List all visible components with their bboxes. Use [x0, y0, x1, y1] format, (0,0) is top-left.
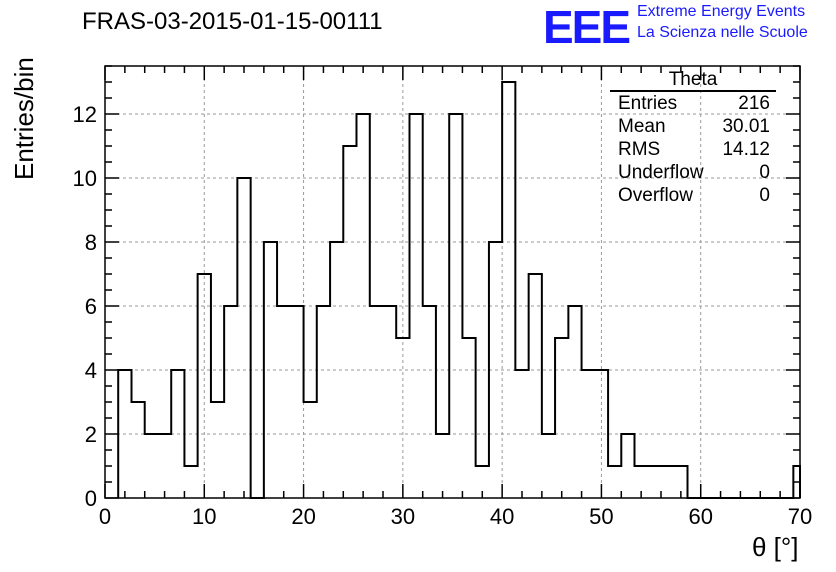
stats-label: Underflow [618, 162, 704, 183]
histogram-bin [118, 370, 131, 498]
histogram-bin [621, 434, 634, 498]
logo-caption-line1: Extreme Energy Events [637, 3, 806, 20]
eee-logo: EEE [543, 1, 631, 53]
histogram-bin [343, 146, 356, 498]
y-tick-label: 8 [85, 230, 97, 255]
histogram-bin [171, 370, 184, 498]
stats-label: Overflow [618, 185, 693, 206]
x-tick-label: 0 [99, 504, 111, 529]
y-tick-label: 12 [73, 102, 97, 127]
y-tick-label: 6 [85, 294, 97, 319]
histogram-bin [436, 434, 449, 498]
histogram-bin [608, 466, 621, 498]
histogram-bin [158, 434, 171, 498]
histogram-bin [145, 434, 158, 498]
histogram-bin [290, 306, 303, 498]
x-tick-label: 30 [391, 504, 415, 529]
stats-label: RMS [618, 139, 661, 160]
stats-label: Mean [618, 116, 666, 137]
grid-lines [105, 66, 800, 498]
histogram-bin [304, 402, 317, 498]
stats-value: 0 [759, 185, 770, 206]
x-tick-label: 40 [490, 504, 514, 529]
plot-frame [104, 65, 801, 499]
stats-box: Theta Entries 216 Mean 30.01 RMS 14.12 U… [610, 70, 776, 207]
x-axis-label: θ [°] [752, 532, 799, 562]
histogram-bin [224, 306, 237, 498]
histogram-bin [489, 242, 502, 498]
histogram-bin [396, 338, 409, 498]
tick-labels: 0 10 20 30 40 50 60 70 0 2 4 6 8 10 12 [73, 102, 813, 529]
histogram-bin [277, 306, 290, 498]
histogram-bin [582, 370, 595, 498]
histogram-bin [410, 114, 423, 498]
histogram-bin [568, 306, 581, 498]
histogram-bin [132, 402, 145, 498]
logo-caption-line2: La Scienza nelle Scuole [637, 24, 808, 41]
histogram-bin [264, 242, 277, 498]
histogram-bin [370, 306, 383, 498]
histogram-bin [502, 82, 515, 498]
histogram-bin [423, 306, 436, 498]
histogram-bin [198, 274, 211, 498]
x-tick-label: 70 [788, 504, 812, 529]
histogram-bin [648, 466, 661, 498]
x-tick-label: 60 [688, 504, 712, 529]
stats-row-rms: RMS 14.12 [610, 138, 776, 161]
histogram-bin [383, 306, 396, 498]
y-tick-label: 2 [85, 422, 97, 447]
stats-row-underflow: Underflow 0 [610, 161, 776, 184]
y-axis-label: Entries/bin [9, 57, 39, 180]
y-tick-label: 4 [85, 358, 97, 383]
stats-row-mean: Mean 30.01 [610, 115, 776, 138]
x-tick-label: 20 [291, 504, 315, 529]
histogram-bin [184, 466, 197, 498]
histogram-bin [330, 242, 343, 498]
histogram-bin [356, 114, 369, 498]
histogram-bin [595, 370, 608, 498]
stats-value: 30.01 [722, 116, 770, 137]
stats-title: Theta [610, 70, 776, 92]
run-title: FRAS-03-2015-01-15-00111 [82, 8, 383, 35]
histogram-bin [555, 338, 568, 498]
histogram-bin [237, 178, 250, 498]
histogram-outline [117, 81, 801, 499]
stats-row-overflow: Overflow 0 [610, 184, 776, 207]
histogram-bin [449, 114, 462, 498]
histogram-bin [515, 370, 528, 498]
x-tick-label: 50 [589, 504, 613, 529]
stats-value: 14.12 [722, 139, 770, 160]
y-tick-label: 10 [73, 166, 97, 191]
stats-label: Entries [618, 93, 678, 114]
histogram-bin [317, 306, 330, 498]
x-tick-label: 10 [192, 504, 216, 529]
stats-row-entries: Entries 216 [610, 92, 776, 115]
y-tick-label: 0 [85, 486, 97, 511]
histogram-bin [661, 466, 674, 498]
histogram-bin [542, 434, 555, 498]
histogram-bars [117, 81, 801, 499]
axis-ticks [104, 65, 801, 499]
histogram-bin [529, 274, 542, 498]
histogram-bin [211, 402, 224, 498]
stats-value: 216 [738, 93, 770, 114]
histogram-bin [462, 338, 475, 498]
stats-value: 0 [759, 162, 770, 183]
